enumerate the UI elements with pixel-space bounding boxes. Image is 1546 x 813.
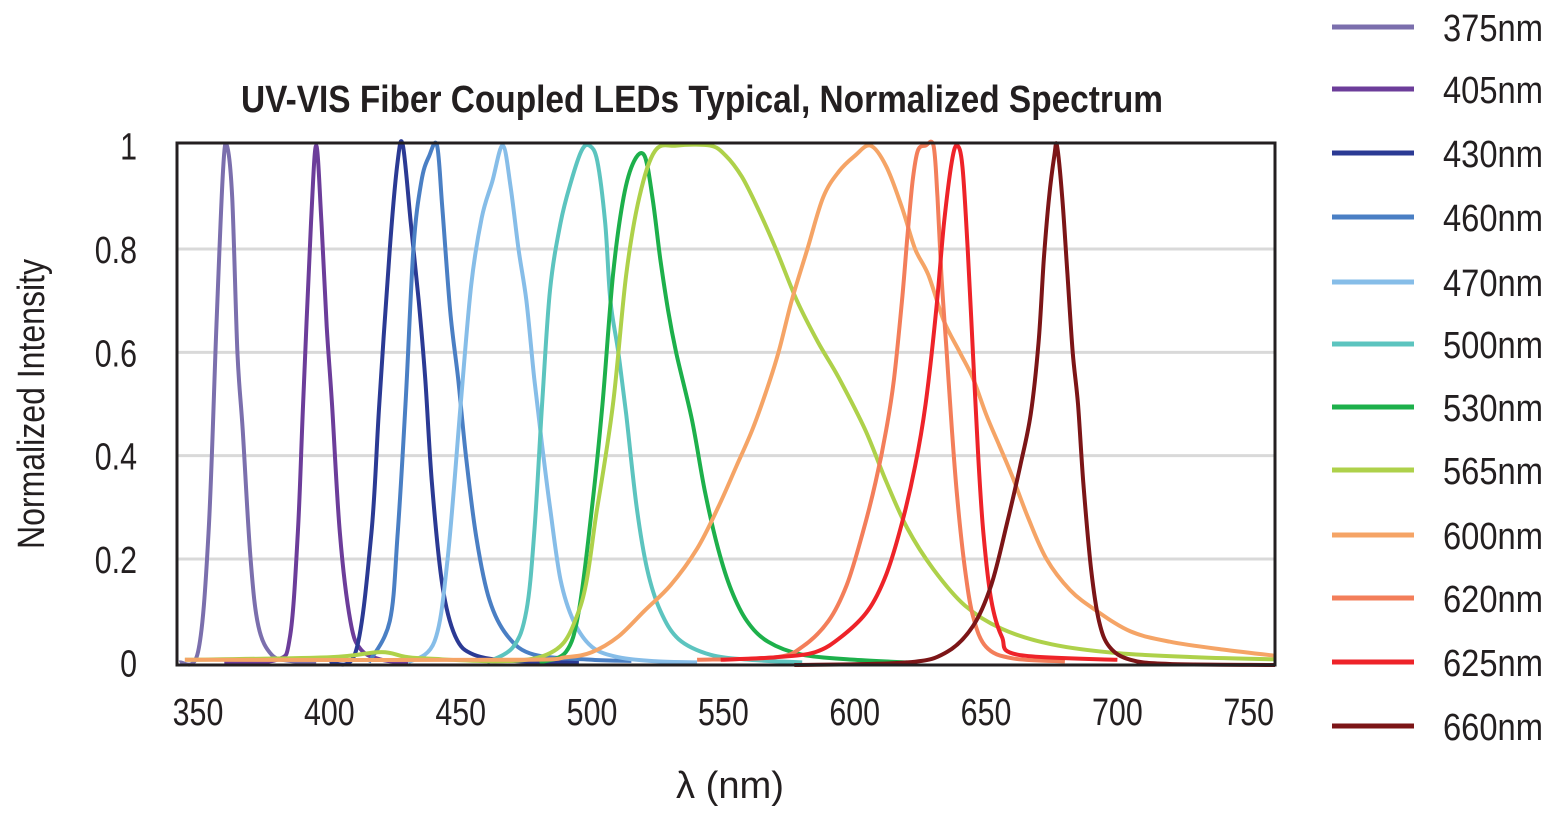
y-tick-label: 0 xyxy=(120,643,137,685)
legend-label: 460nm xyxy=(1443,198,1543,240)
legend-label: 405nm xyxy=(1443,70,1543,112)
series-line-530nm xyxy=(538,151,908,665)
series-line-660nm xyxy=(794,141,1276,667)
series-lines xyxy=(178,139,1276,667)
legend: 375nm 405nm 430nm 460nm 470nm 500nm 530nm 565nm… xyxy=(1332,8,1543,749)
x-tick-label: 750 xyxy=(1223,692,1274,734)
x-tick-label: 550 xyxy=(698,692,749,734)
x-tick-label: 450 xyxy=(435,692,486,734)
series-line-625nm xyxy=(720,143,1118,662)
gridlines xyxy=(177,247,1275,561)
legend-label: 660nm xyxy=(1443,707,1543,749)
legend-label: 500nm xyxy=(1443,325,1543,367)
legend-label: 565nm xyxy=(1443,451,1543,493)
series-line-375nm xyxy=(178,141,317,667)
series-line-500nm xyxy=(485,142,803,665)
x-tick-label: 500 xyxy=(567,692,618,734)
series-line-470nm xyxy=(406,143,698,665)
series-line-565nm xyxy=(184,142,1276,664)
legend-label: 375nm xyxy=(1443,8,1543,50)
legend-label: 600nm xyxy=(1443,516,1543,558)
y-tick-label: 0.2 xyxy=(95,540,137,582)
series-line-460nm xyxy=(367,140,632,664)
legend-label: 530nm xyxy=(1443,388,1543,430)
y-tick-label: 0.8 xyxy=(95,230,137,272)
legend-label: 430nm xyxy=(1443,134,1543,176)
x-tick-label: 700 xyxy=(1092,692,1143,734)
series-line-600nm xyxy=(184,143,1276,663)
series-line-405nm xyxy=(224,143,409,665)
x-tick-label: 350 xyxy=(173,692,224,734)
y-axis-label: Normalized Intensity xyxy=(11,259,53,549)
legend-label: 620nm xyxy=(1443,579,1543,621)
y-tick-label: 0.4 xyxy=(95,437,137,479)
series-line-620nm xyxy=(697,139,1066,664)
y-tick-label: 0.6 xyxy=(95,333,137,375)
y-tick-label: 1 xyxy=(120,126,137,168)
y-tick-labels: 0 0.2 0.4 0.6 0.8 1 xyxy=(95,126,137,685)
x-axis-label: λ (nm) xyxy=(676,765,784,807)
legend-label: 625nm xyxy=(1443,643,1543,685)
x-tick-label: 600 xyxy=(829,692,880,734)
x-tick-label: 400 xyxy=(304,692,355,734)
legend-label: 470nm xyxy=(1443,263,1543,305)
x-tick-label: 650 xyxy=(961,692,1012,734)
x-tick-labels: 350 400 450 500 550 600 650 700 750 xyxy=(173,692,1274,734)
chart-title: UV-VIS Fiber Coupled LEDs Typical, Norma… xyxy=(241,79,1163,121)
series-line-430nm xyxy=(328,139,579,667)
plot-frame xyxy=(175,141,1277,667)
